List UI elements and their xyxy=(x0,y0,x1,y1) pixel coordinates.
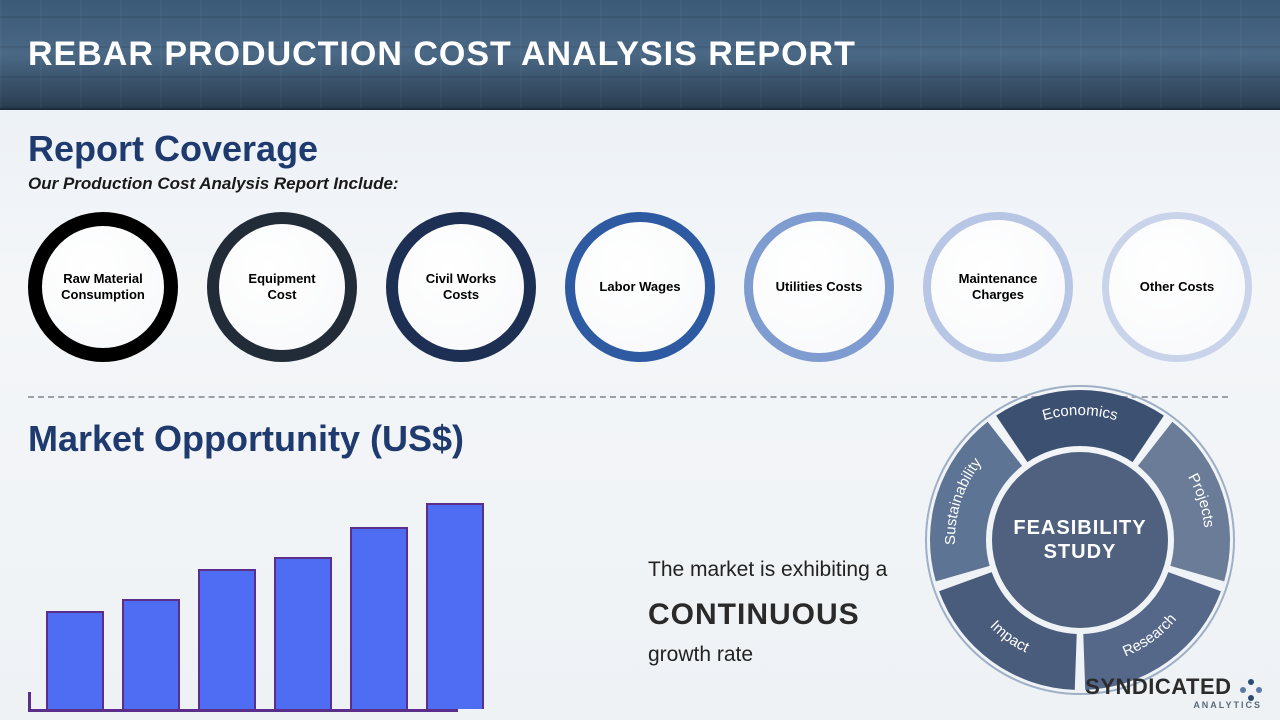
chart-bar xyxy=(274,557,332,709)
coverage-circle: Raw Material Consumption xyxy=(28,212,178,362)
market-text-pre: The market is exhibiting a xyxy=(648,558,887,581)
market-text-emphasis: CONTINUOUS xyxy=(648,592,948,637)
coverage-heading: Report Coverage xyxy=(28,128,1252,170)
coverage-circle: Civil Works Costs xyxy=(386,212,536,362)
page-title: REBAR PRODUCTION COST ANALYSIS REPORT xyxy=(28,35,856,74)
brand-name: SYNDICATED xyxy=(1085,674,1231,699)
market-bar-chart xyxy=(28,482,458,712)
brand-subname: ANALYTICS xyxy=(1085,701,1262,710)
chart-bar xyxy=(46,611,104,709)
brand-logo-icon xyxy=(1240,679,1262,701)
header-banner: REBAR PRODUCTION COST ANALYSIS REPORT xyxy=(0,0,1280,110)
wheel-center-label: STUDY xyxy=(1044,541,1117,563)
coverage-subtitle: Our Production Cost Analysis Report Incl… xyxy=(28,174,1252,194)
brand-logo: SYNDICATED ANALYTICS xyxy=(1085,676,1262,710)
coverage-circles-row: Raw Material ConsumptionEquipment CostCi… xyxy=(28,212,1252,362)
chart-column xyxy=(28,464,628,712)
market-text-post: growth rate xyxy=(648,643,753,666)
feasibility-wheel: EconomicsProjectsResearchImpactSustainab… xyxy=(920,380,1240,700)
wheel-segment xyxy=(996,390,1164,462)
coverage-circle: Labor Wages xyxy=(565,212,715,362)
market-growth-text: The market is exhibiting a CONTINUOUS gr… xyxy=(648,464,948,670)
chart-bar xyxy=(350,527,408,709)
chart-bar xyxy=(426,503,484,709)
chart-bar xyxy=(122,599,180,709)
coverage-circle: Maintenance Charges xyxy=(923,212,1073,362)
chart-bar xyxy=(198,569,256,709)
coverage-circle: Other Costs xyxy=(1102,212,1252,362)
wheel-center-label: FEASIBILITY xyxy=(1013,517,1146,539)
coverage-circle: Utilities Costs xyxy=(744,212,894,362)
coverage-circle: Equipment Cost xyxy=(207,212,357,362)
